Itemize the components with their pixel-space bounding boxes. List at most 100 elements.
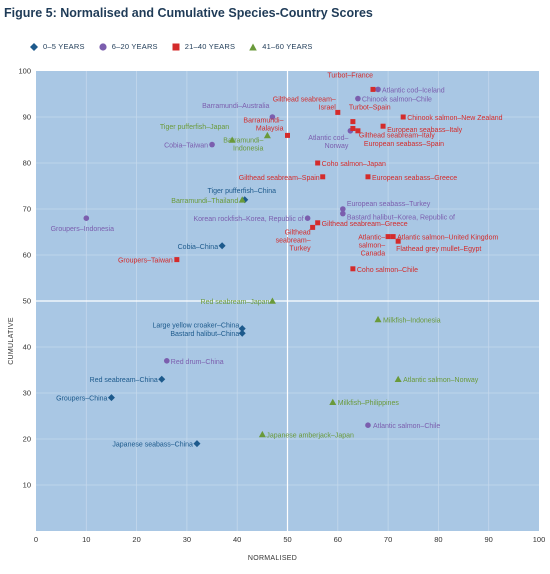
point-21-40-years: [315, 220, 321, 226]
x-tick-label: 80: [434, 535, 442, 544]
legend-item-0-5-years: 0–5 YEARS: [30, 42, 85, 51]
x-tick-label: 90: [485, 535, 493, 544]
y-tick-label: 20: [23, 435, 31, 444]
point-21-40-years: [285, 132, 290, 138]
point-label: Red drum–China: [171, 359, 224, 366]
point-label: Milkfish–Philippines: [338, 400, 400, 407]
point-label-line: seabream–: [276, 237, 311, 244]
y-axis-title: CUMULATIVE: [8, 317, 15, 365]
point-label: Gilthead seabream–Spain: [239, 175, 320, 182]
legend-label: 0–5 YEARS: [43, 42, 85, 51]
y-tick-label: 50: [23, 297, 31, 306]
point-41-60-years: [238, 196, 246, 203]
point-label: Bastard halibut–Korea, Republic of: [347, 215, 455, 222]
point-21-40-years: [380, 123, 386, 129]
point-label: Atlantic– salmon– Canada: [358, 235, 385, 258]
point-label: Red seabream–China: [90, 377, 158, 384]
point-6-20-years: [163, 358, 170, 364]
y-tick-label: 30: [23, 389, 31, 398]
point-label: Bastard halibut–China: [170, 331, 239, 338]
point-0-5-years: [238, 329, 246, 337]
point-0-5-years: [218, 242, 226, 250]
y-tick-label: 60: [23, 251, 31, 260]
point-label: Chinook salmon–Chile: [362, 97, 432, 104]
point-label-line: Barramundi–: [243, 117, 283, 124]
point-21-40-years: [395, 238, 401, 244]
point-label: Large yellow croaker–China: [152, 323, 239, 330]
x-tick-label: 0: [34, 535, 38, 544]
data-labels: Tiger pufferfish–China Cobia–China Large y…: [51, 72, 503, 448]
point-label: Japanese amberjack–Japan: [266, 432, 354, 439]
point-21-40-years: [315, 160, 321, 166]
x-tick-label: 50: [283, 535, 291, 544]
point-label-line: Canada: [361, 251, 386, 258]
point-label: Atlantic cod–Iceland: [382, 87, 445, 94]
point-label: Barramundi–Thailand: [171, 198, 238, 205]
point-0-5-years: [107, 394, 115, 402]
x-tick-label: 30: [183, 535, 191, 544]
point-21-40-years: [350, 266, 356, 272]
x-tick-label: 70: [384, 535, 392, 544]
point-6-20-years: [340, 210, 346, 217]
legend-item-6-20-years: 6–20 YEARS: [99, 42, 158, 51]
point-label: Chinook salmon–New Zealand: [407, 115, 502, 122]
point-label-line: Israel: [319, 104, 337, 111]
point-label: Milkfish–Indonesia: [383, 317, 441, 324]
point-label: Tiger pufferfish–Japan: [160, 124, 229, 131]
point-label: Barramundi–Australia: [202, 103, 269, 110]
point-label: European seabass–Italy: [387, 127, 463, 134]
point-label: Gilthead seabream– Turkey: [276, 229, 312, 252]
point-label: Red seabream–Japan: [201, 299, 270, 306]
point-label: Groupers–Indonesia: [51, 226, 115, 233]
point-41-60-years: [263, 131, 271, 139]
figure-title: Figure 5: Normalised and Cumulative Spec…: [4, 6, 373, 20]
legend-item-21-40-years: 21–40 YEARS: [172, 42, 235, 51]
legend-item-41-60-years: 41–60 YEARS: [249, 42, 312, 51]
diamond-icon: [30, 42, 38, 51]
x-tick-label: 40: [233, 535, 241, 544]
point-label-line: Norway: [325, 143, 349, 150]
point-label-line: Gilthead seabream–: [273, 96, 336, 103]
triangle-icon: [249, 43, 258, 50]
point-label: Coho salmon–Japan: [322, 161, 386, 168]
y-tick-label: 40: [23, 343, 31, 352]
point-label: Cobia–China: [178, 244, 219, 251]
legend: 0–5 YEARS 6–20 YEARS 21–40 YEARS 41–60 Y…: [30, 42, 313, 51]
point-label: Groupers–Taiwan: [118, 258, 173, 265]
point-label: Gilthead seabream– Israel: [273, 96, 336, 111]
point-label-line: Atlantic cod–: [308, 135, 348, 142]
point-41-60-years: [268, 297, 276, 304]
point-21-40-years: [310, 224, 316, 230]
x-tick-label: 20: [132, 535, 140, 544]
point-21-40-years: [390, 234, 396, 240]
point-label: Korean rockfish–Korea, Republic of: [193, 216, 303, 223]
point-label-line: Turkey: [290, 245, 312, 252]
point-label: Groupers–China: [56, 396, 107, 403]
point-label: Coho salmon–Chile: [357, 267, 418, 274]
point-label-line: Gilthead: [285, 229, 311, 236]
point-label-line: salmon–: [359, 243, 386, 250]
point-label: European seabass–Greece: [372, 175, 457, 182]
point-21-40-years: [320, 174, 326, 180]
point-21-40-years: [350, 126, 356, 131]
point-label-line: Indonesia: [233, 145, 263, 152]
point-label: Cobia–Taiwan: [164, 143, 208, 150]
point-label: Barramundi– Indonesia: [223, 137, 263, 152]
legend-label: 21–40 YEARS: [184, 42, 236, 51]
point-label: Gilthead seabream–Italy: [359, 133, 435, 140]
point-6-20-years: [304, 215, 311, 221]
circle-icon: [99, 42, 107, 51]
point-0-5-years: [193, 440, 201, 448]
axis-ticks: 0 10 20 30 40 50 60 70 80 90 100 10 20 30 40 50 60 70 80 90…: [18, 67, 545, 545]
point-label-line: Atlantic–: [358, 235, 385, 242]
point-21-40-years: [335, 109, 341, 115]
x-tick-label: 10: [82, 535, 90, 544]
point-41-60-years: [258, 430, 266, 438]
point-label-line: Barramundi–: [223, 137, 263, 144]
point-6-20-years: [83, 215, 90, 221]
legend-label: 41–60 YEARS: [262, 42, 313, 51]
data-points: [83, 86, 406, 448]
point-label: Turbot–France: [327, 72, 373, 79]
y-tick-label: 90: [23, 113, 31, 122]
